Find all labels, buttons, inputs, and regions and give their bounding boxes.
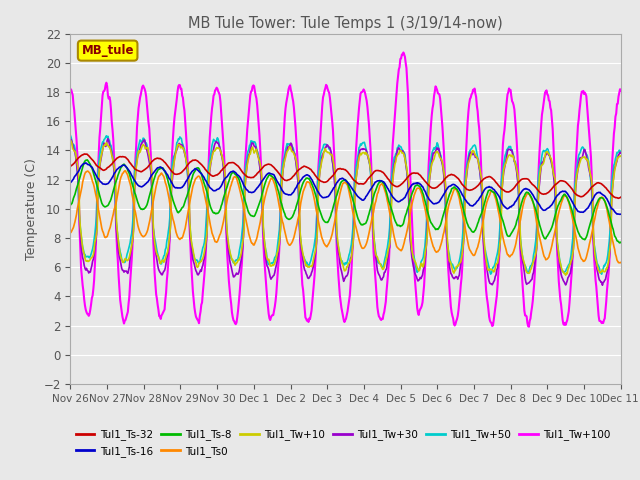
Title: MB Tule Tower: Tule Temps 1 (3/19/14-now): MB Tule Tower: Tule Temps 1 (3/19/14-now…	[188, 16, 503, 31]
Y-axis label: Temperature (C): Temperature (C)	[25, 158, 38, 260]
Text: MB_tule: MB_tule	[81, 44, 134, 57]
Legend: Tul1_Ts-32, Tul1_Ts-16, Tul1_Ts-8, Tul1_Ts0, Tul1_Tw+10, Tul1_Tw+30, Tul1_Tw+50,: Tul1_Ts-32, Tul1_Ts-16, Tul1_Ts-8, Tul1_…	[76, 430, 611, 456]
